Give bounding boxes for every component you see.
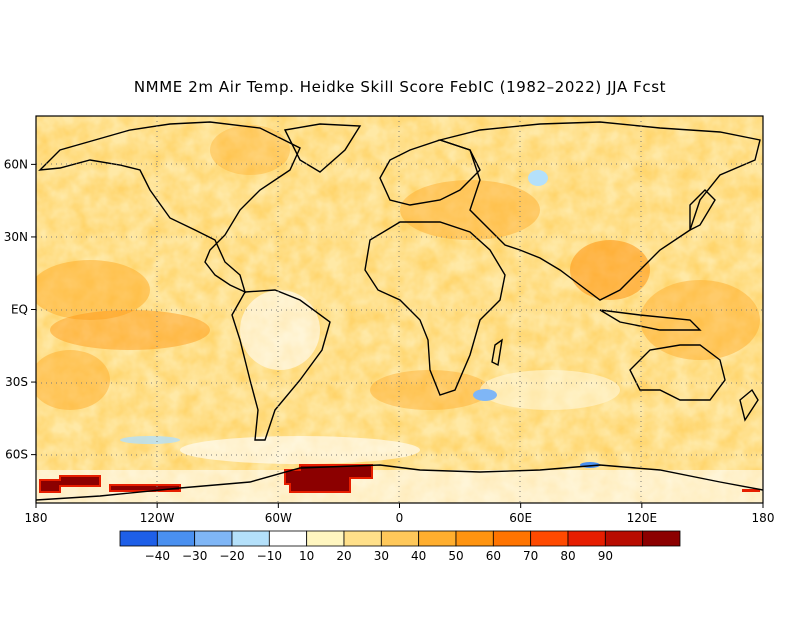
x-tick-label: 0 bbox=[396, 511, 404, 525]
skill-field bbox=[36, 116, 763, 503]
colorbar-swatch bbox=[492, 530, 532, 547]
y-tick-label: 30S bbox=[5, 375, 28, 389]
colorbar-label: 30 bbox=[374, 549, 389, 563]
colorbar-label: 20 bbox=[336, 549, 351, 563]
colorbar-swatch bbox=[455, 530, 494, 547]
colorbar-label: −20 bbox=[219, 549, 244, 563]
colorbar-swatch bbox=[343, 530, 382, 547]
colorbar-swatch bbox=[380, 530, 420, 547]
colorbar-swatch bbox=[306, 530, 345, 547]
coastlines bbox=[36, 121, 763, 501]
colorbar-swatch bbox=[567, 530, 606, 547]
colorbar-label: 10 bbox=[299, 549, 314, 563]
x-tick-label: 120E bbox=[627, 511, 658, 525]
colorbar-label: 60 bbox=[486, 549, 501, 563]
colorbar-label: 80 bbox=[560, 549, 575, 563]
colorbar-label: 90 bbox=[598, 549, 613, 563]
colorbar: −40 −30 −20 −10 10 20 30 40 50 60 70 80 90 bbox=[119, 530, 681, 563]
x-tick-label: 180 bbox=[752, 511, 775, 525]
graticule bbox=[36, 116, 763, 503]
x-tick-label: 60W bbox=[265, 511, 292, 525]
colorbar-swatch bbox=[268, 530, 308, 547]
colorbar-label: −30 bbox=[182, 549, 207, 563]
colorbar-swatch bbox=[418, 530, 457, 547]
colorbar-swatch bbox=[119, 530, 158, 547]
y-tick-label: 60N bbox=[4, 157, 28, 171]
y-tick-label: EQ bbox=[11, 303, 28, 317]
colorbar-swatch bbox=[194, 530, 233, 547]
y-tick-label: 30N bbox=[4, 230, 28, 244]
colorbar-label: −40 bbox=[145, 549, 170, 563]
colorbar-swatch bbox=[231, 530, 270, 547]
y-tick-label: 60S bbox=[5, 448, 28, 462]
colorbar-label: 40 bbox=[411, 549, 426, 563]
x-tick-label: 120W bbox=[140, 511, 175, 525]
x-tick-label: 60E bbox=[509, 511, 532, 525]
colorbar-label: 50 bbox=[448, 549, 463, 563]
longitude-axis: 180 120W 60W 0 60E 120E 180 bbox=[25, 503, 775, 525]
latitude-axis: 60N 30N EQ 30S 60S bbox=[4, 157, 36, 462]
x-tick-label: 180 bbox=[25, 511, 48, 525]
colorbar-label: −10 bbox=[257, 549, 282, 563]
colorbar-swatch bbox=[604, 530, 644, 547]
colorbar-swatch bbox=[530, 530, 569, 547]
map-title: NMME 2m Air Temp. Heidke Skill Score Feb… bbox=[133, 78, 667, 96]
colorbar-label: 70 bbox=[523, 549, 538, 563]
colorbar-swatch bbox=[156, 530, 196, 547]
colorbar-swatch bbox=[642, 530, 681, 547]
